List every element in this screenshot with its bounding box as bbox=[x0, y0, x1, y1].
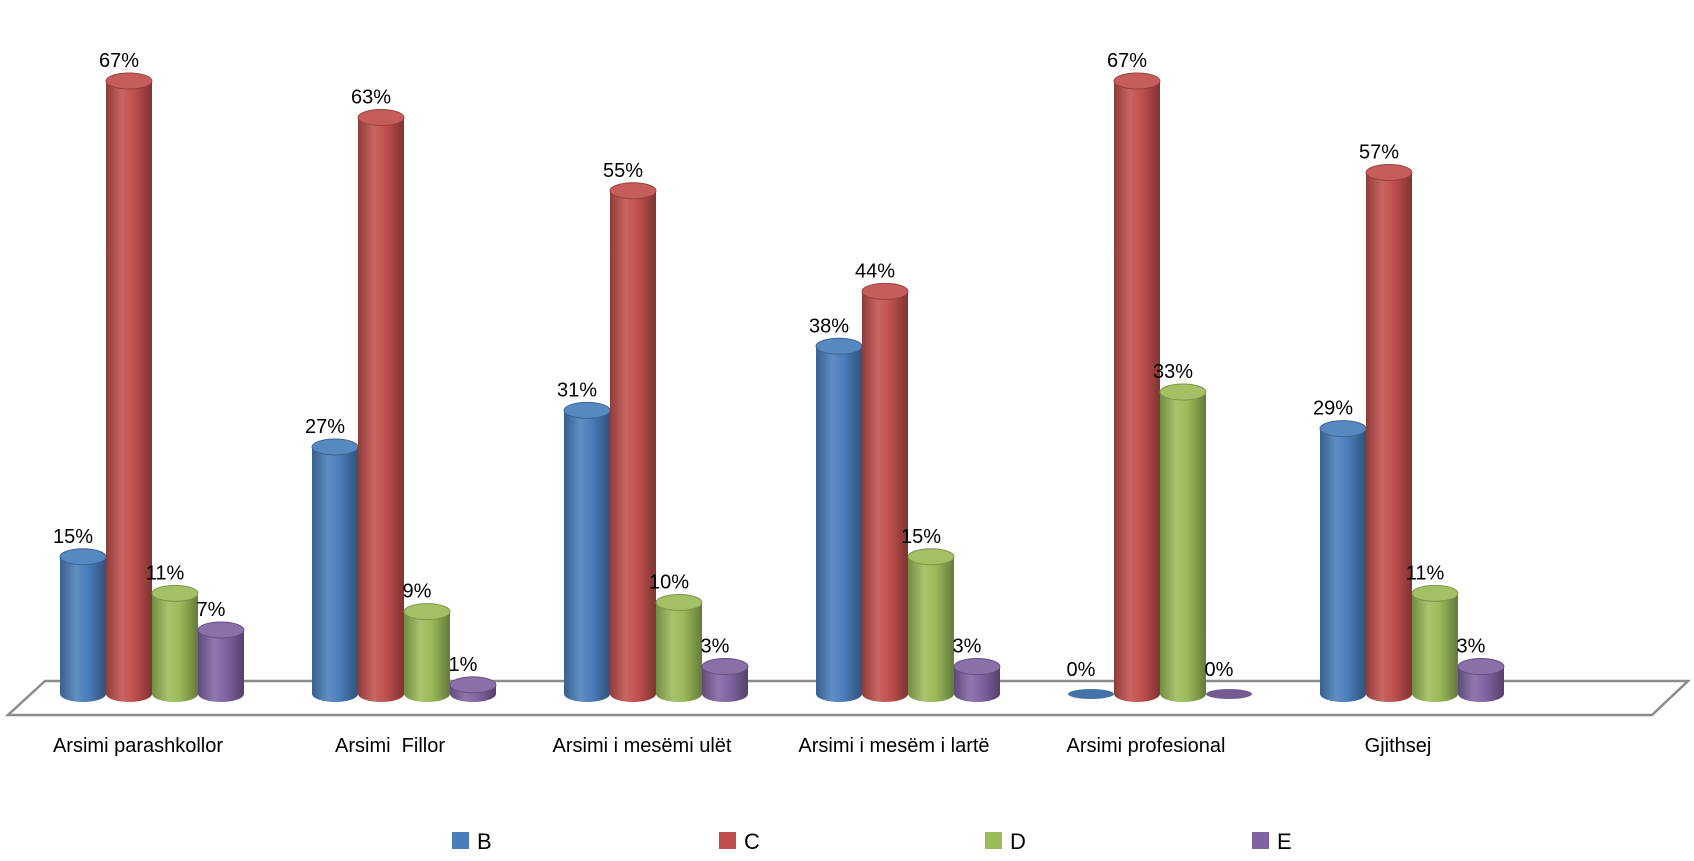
category-axis: Arsimi parashkollor Arsimi Fillor Arsimi i… bbox=[53, 735, 1431, 757]
data-label-e-arsimi-i-mes-m-i-lart: 3% bbox=[953, 636, 982, 658]
legend-label-e: E bbox=[1277, 829, 1292, 854]
bar-c-arsimi-parashkollor-top bbox=[105, 72, 153, 90]
bar-c-arsimi-profesional bbox=[1114, 80, 1160, 702]
bar-d-arsimi-parashkollor bbox=[152, 593, 198, 702]
bar-b-arsimi-i-mes-mi-ul-t bbox=[564, 410, 610, 702]
bar-c-arsimi-fillor bbox=[358, 117, 404, 703]
category-label-arsimi-parashkollor: Arsimi parashkollor bbox=[53, 735, 223, 757]
legend: B C D E bbox=[452, 829, 1292, 854]
data-label-d-gjithsej: 11% bbox=[1406, 562, 1445, 584]
legend-label-c: C bbox=[744, 829, 760, 854]
data-label-d-arsimi-fillor: 9% bbox=[403, 581, 432, 603]
data-label-e-arsimi-i-mes-mi-ul-t: 3% bbox=[701, 636, 730, 658]
data-label-b-gjithsej: 29% bbox=[1313, 398, 1353, 420]
bar-d-arsimi-fillor-top bbox=[403, 603, 451, 621]
data-label-d-arsimi-parashkollor: 11% bbox=[146, 562, 185, 584]
legend-label-d: D bbox=[1010, 829, 1026, 854]
data-label-c-arsimi-profesional: 67% bbox=[1107, 50, 1147, 72]
bar-e-arsimi-i-mes-m-i-lart-top bbox=[953, 658, 1001, 676]
bar-e-gjithsej-top bbox=[1457, 658, 1505, 676]
data-label-c-gjithsej: 57% bbox=[1359, 141, 1399, 163]
data-labels-layer: 15% 67% 11% 7% 27% 63% 9% 1% 31% 55% 10% 3% 38% 44% 15… bbox=[53, 50, 1486, 681]
bar-e-arsimi-i-mes-mi-ul-t bbox=[702, 666, 748, 702]
bar-b-arsimi-profesional bbox=[1068, 689, 1114, 699]
bar-d-arsimi-i-mes-m-i-lart bbox=[908, 556, 954, 702]
bar-b-arsimi-i-mes-m-i-lart-top bbox=[815, 337, 863, 355]
bar-b-arsimi-fillor bbox=[312, 446, 358, 702]
bar-d-arsimi-parashkollor-top bbox=[151, 584, 199, 602]
bar-c-arsimi-i-mes-mi-ul-t-top bbox=[609, 182, 657, 200]
bar-c-arsimi-fillor-top bbox=[357, 109, 405, 127]
legend-swatch-e bbox=[1252, 832, 1269, 849]
category-label-arsimi-i-mes-m-i-lart: Arsimi i mesëm i lartë bbox=[798, 735, 989, 757]
category-label-arsimi-fillor: Arsimi Fillor bbox=[335, 735, 445, 757]
data-label-e-arsimi-profesional: 0% bbox=[1205, 659, 1234, 681]
data-label-c-arsimi-i-mes-mi-ul-t: 55% bbox=[603, 160, 643, 182]
legend-item-c: C bbox=[719, 829, 760, 854]
bar-b-gjithsej bbox=[1320, 428, 1366, 702]
bar-b-arsimi-i-mes-mi-ul-t-top bbox=[563, 401, 611, 419]
data-label-c-arsimi-fillor: 63% bbox=[351, 87, 391, 109]
legend-label-b: B bbox=[477, 829, 492, 854]
data-label-c-arsimi-i-mes-m-i-lart: 44% bbox=[855, 260, 895, 282]
legend-item-b: B bbox=[452, 829, 492, 854]
bar-c-arsimi-i-mes-m-i-lart bbox=[862, 291, 908, 702]
legend-swatch-d bbox=[985, 832, 1002, 849]
bar-b-arsimi-parashkollor-top bbox=[59, 548, 107, 566]
bar-c-gjithsej bbox=[1366, 172, 1412, 702]
bar-d-gjithsej-top bbox=[1411, 584, 1459, 602]
data-label-b-arsimi-profesional: 0% bbox=[1067, 659, 1096, 681]
data-label-c-arsimi-parashkollor: 67% bbox=[99, 50, 139, 72]
bar-e-arsimi-profesional bbox=[1206, 689, 1252, 699]
bar-d-gjithsej bbox=[1412, 593, 1458, 702]
bar-d-arsimi-i-mes-mi-ul-t-top bbox=[655, 594, 703, 611]
category-label-arsimi-i-mes-mi-ul-t: Arsimi i mesëmi ulët bbox=[553, 735, 732, 757]
category-label-arsimi-profesional: Arsimi profesional bbox=[1067, 735, 1226, 757]
data-label-d-arsimi-profesional: 33% bbox=[1153, 361, 1193, 383]
bar-e-arsimi-i-mes-mi-ul-t-top bbox=[701, 658, 749, 676]
bar-c-arsimi-i-mes-mi-ul-t bbox=[610, 190, 656, 702]
data-label-b-arsimi-parashkollor: 15% bbox=[53, 526, 93, 548]
bar-c-arsimi-i-mes-m-i-lart-top bbox=[861, 282, 909, 300]
bar-e-arsimi-parashkollor-top bbox=[197, 621, 245, 639]
bar-b-gjithsej-top bbox=[1319, 420, 1367, 438]
bar-c-arsimi-parashkollor bbox=[106, 80, 152, 702]
bar-d-arsimi-fillor bbox=[404, 611, 450, 702]
data-label-e-gjithsej: 3% bbox=[1457, 636, 1486, 658]
bar-c-arsimi-profesional-top bbox=[1113, 72, 1161, 90]
bar-d-arsimi-i-mes-mi-ul-t bbox=[656, 602, 702, 702]
data-label-d-arsimi-i-mes-mi-ul-t: 10% bbox=[649, 572, 689, 594]
data-label-b-arsimi-i-mes-mi-ul-t: 31% bbox=[557, 379, 597, 401]
category-label-gjithsej: Gjithsej bbox=[1365, 735, 1432, 757]
bar-d-arsimi-profesional bbox=[1160, 392, 1206, 702]
bar-d-arsimi-i-mes-m-i-lart-top bbox=[907, 548, 955, 566]
bar-e-gjithsej bbox=[1458, 666, 1504, 702]
data-label-b-arsimi-fillor: 27% bbox=[305, 416, 345, 438]
legend-item-e: E bbox=[1252, 829, 1292, 854]
data-label-b-arsimi-i-mes-m-i-lart: 38% bbox=[809, 315, 849, 337]
bar-e-arsimi-i-mes-m-i-lart bbox=[954, 666, 1000, 702]
legend-swatch-b bbox=[452, 832, 469, 849]
data-label-e-arsimi-fillor: 1% bbox=[449, 654, 478, 676]
bar-c-gjithsej-top bbox=[1365, 163, 1413, 181]
data-label-d-arsimi-i-mes-m-i-lart: 15% bbox=[901, 526, 941, 548]
bar-e-arsimi-parashkollor bbox=[198, 629, 244, 702]
legend-swatch-c bbox=[719, 832, 736, 849]
legend-item-d: D bbox=[985, 829, 1026, 854]
bar-b-arsimi-parashkollor bbox=[60, 556, 106, 702]
bar-b-arsimi-fillor-top bbox=[311, 438, 359, 456]
bar-b-arsimi-i-mes-m-i-lart bbox=[816, 346, 862, 702]
bar-e-arsimi-fillor-top bbox=[449, 676, 497, 694]
bar-d-arsimi-profesional-top bbox=[1159, 383, 1207, 401]
bars-layer bbox=[59, 72, 1505, 703]
data-label-e-arsimi-parashkollor: 7% bbox=[197, 599, 226, 621]
